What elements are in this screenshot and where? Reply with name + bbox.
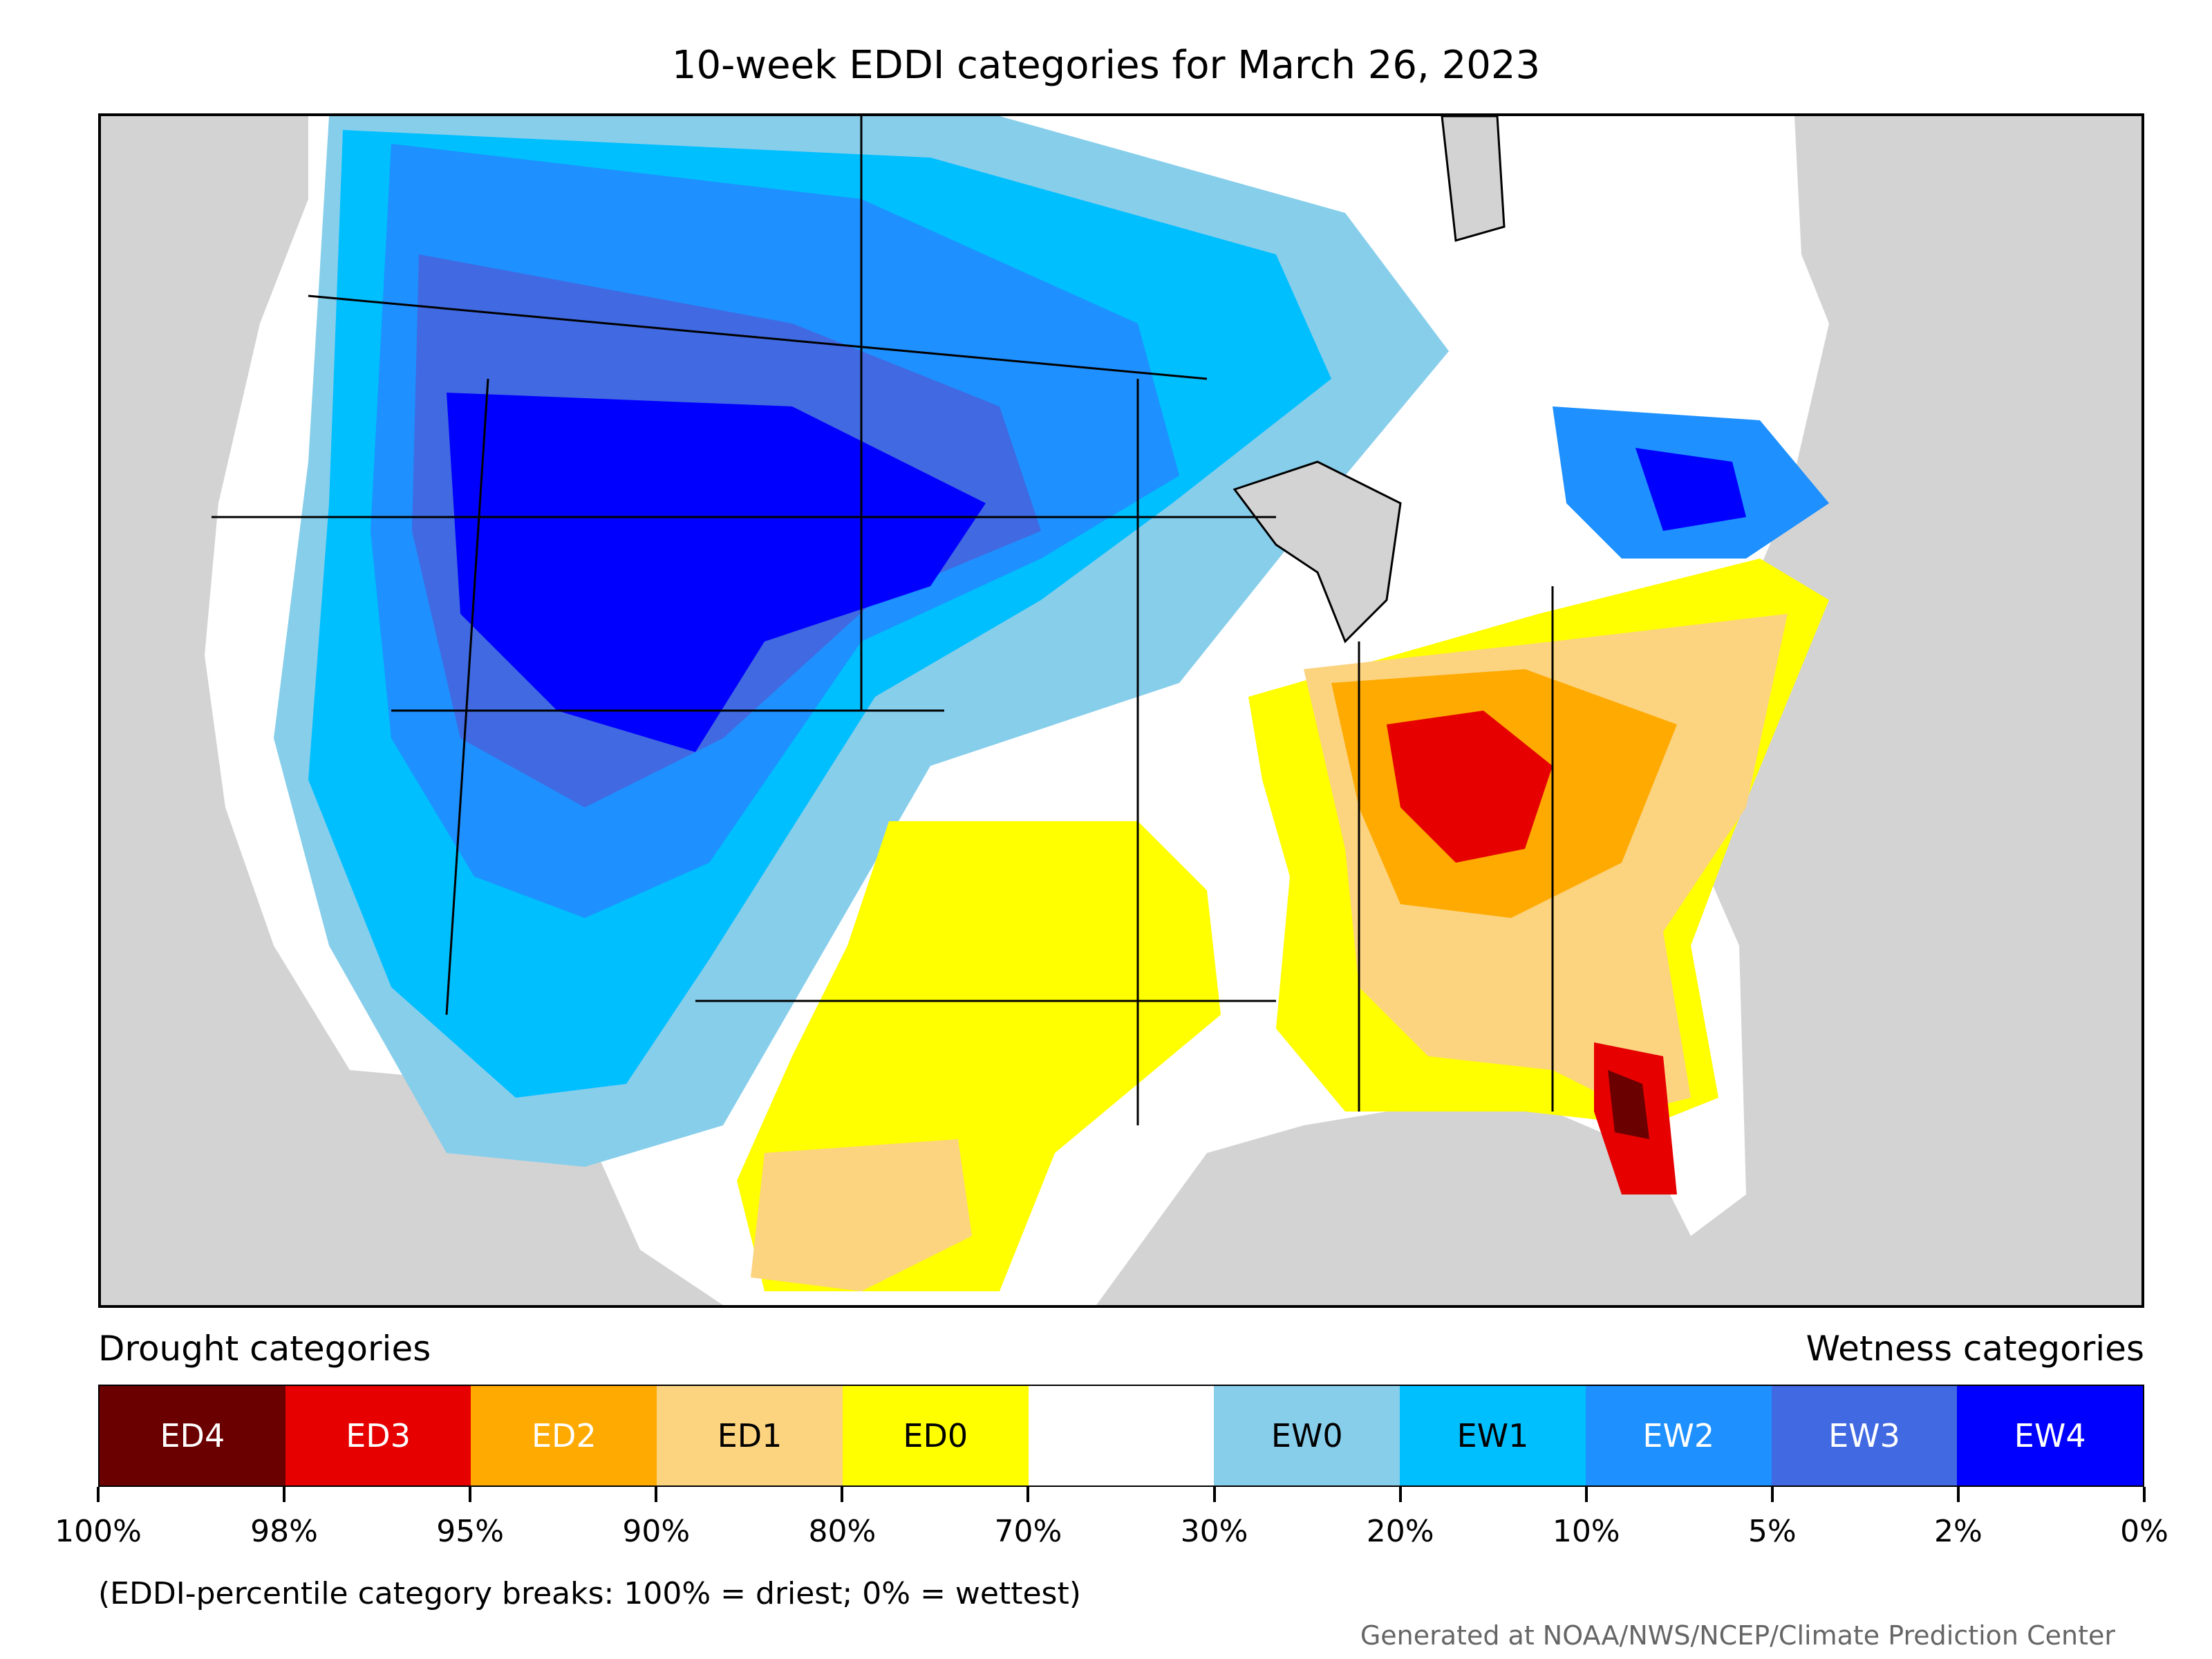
colorbar-segment-ew2: EW2: [1585, 1386, 1772, 1485]
colorbar-tick: [1956, 1487, 1960, 1502]
wet-region-northeast-core: [1635, 448, 1746, 531]
colorbar-segment-ed1: ED1: [657, 1386, 843, 1485]
dry-region-ed1-texas: [751, 1139, 972, 1291]
wetness-categories-heading: Wetness categories: [1806, 1329, 2144, 1369]
colorbar-tick: [1212, 1487, 1216, 1502]
hudson-bay-inlet: [1441, 116, 1506, 242]
map-title: 10-week EDDI categories for March 26, 20…: [671, 43, 1541, 88]
colorbar-tick: [1027, 1487, 1030, 1502]
category-footnote: (EDDI-percentile category breaks: 100% =…: [98, 1576, 1081, 1611]
colorbar-segment-ew3: EW3: [1771, 1386, 1958, 1485]
colorbar-tick-label: 80%: [808, 1514, 877, 1549]
colorbar-tick: [2143, 1487, 2146, 1502]
colorbar-segment-ed4: ED4: [100, 1386, 285, 1485]
colorbar-tick-label: 90%: [622, 1514, 691, 1549]
colorbar-tick: [841, 1487, 844, 1502]
colorbar-tick-label: 70%: [994, 1514, 1062, 1549]
colorbar-tick: [1770, 1487, 1774, 1502]
colorbar-segment-ed2: ED2: [471, 1386, 657, 1485]
colorbar-segment-ed3: ED3: [285, 1386, 471, 1485]
colorbar-tick-label: 2%: [1934, 1514, 1983, 1549]
colorbar-tick-label: 30%: [1180, 1514, 1248, 1549]
colorbar-tick: [1584, 1487, 1588, 1502]
wet-region-ew4: [447, 393, 986, 752]
colorbar-tick-label: 20%: [1366, 1514, 1434, 1549]
eddi-map-svg: [205, 116, 1829, 1305]
eddi-map: [98, 113, 2144, 1308]
colorbar-tick-label: 98%: [250, 1514, 318, 1549]
colorbar-segment-ew4: EW4: [1957, 1386, 2144, 1485]
dry-region-ed4-florida: [1608, 1070, 1649, 1139]
colorbar-ticks: [97, 1487, 2146, 1502]
great-lakes: [1232, 460, 1402, 644]
credit-line: Generated at NOAA/NWS/NCEP/Climate Predi…: [1360, 1620, 2115, 1651]
colorbar-segment-normal: [1028, 1386, 1215, 1485]
colorbar-tick: [655, 1487, 658, 1502]
colorbar-tick-label: 0%: [2120, 1514, 2168, 1549]
dry-region-ed3: [1387, 711, 1553, 863]
colorbar-tick: [97, 1487, 100, 1502]
colorbar-tick-label: 95%: [436, 1514, 505, 1549]
colorbar-tick: [1398, 1487, 1402, 1502]
colorbar-tick-labels: 100% 98% 95% 90% 80% 70% 30% 20% 10% 5% 2% 0%: [55, 1514, 2168, 1555]
colorbar-segment-ed0: ED0: [842, 1386, 1029, 1485]
category-colorbar: ED4 ED3 ED2 ED1 ED0 EW0 EW1 EW2 EW3 EW4: [98, 1385, 2144, 1487]
colorbar-tick-label: 100%: [55, 1514, 142, 1549]
colorbar-segment-ew1: EW1: [1400, 1386, 1586, 1485]
state-borders: [212, 116, 1554, 1125]
drought-categories-heading: Drought categories: [98, 1329, 431, 1369]
colorbar-tick: [283, 1487, 286, 1502]
colorbar-tick-label: 10%: [1552, 1514, 1620, 1549]
colorbar-tick-label: 5%: [1747, 1514, 1797, 1549]
colorbar-segment-ew0: EW0: [1214, 1386, 1400, 1485]
colorbar-tick: [469, 1487, 472, 1502]
